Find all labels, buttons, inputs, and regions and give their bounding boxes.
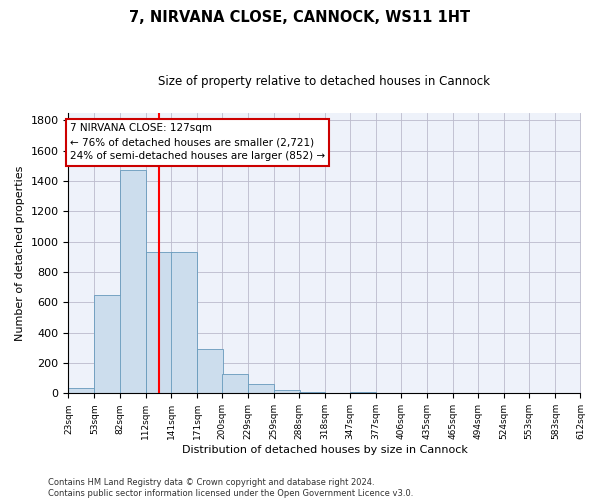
Text: 7 NIRVANA CLOSE: 127sqm
← 76% of detached houses are smaller (2,721)
24% of semi: 7 NIRVANA CLOSE: 127sqm ← 76% of detache… — [70, 124, 325, 162]
Bar — [68, 388, 94, 394]
Bar — [248, 384, 274, 394]
Bar — [171, 252, 197, 394]
Bar — [350, 392, 376, 394]
Bar — [94, 295, 121, 394]
Y-axis label: Number of detached properties: Number of detached properties — [15, 166, 25, 341]
Bar — [119, 170, 146, 394]
Bar — [299, 392, 325, 394]
Title: Size of property relative to detached houses in Cannock: Size of property relative to detached ho… — [158, 75, 490, 88]
X-axis label: Distribution of detached houses by size in Cannock: Distribution of detached houses by size … — [182, 445, 467, 455]
Text: Contains HM Land Registry data © Crown copyright and database right 2024.
Contai: Contains HM Land Registry data © Crown c… — [48, 478, 413, 498]
Bar — [197, 350, 223, 394]
Bar — [222, 374, 248, 394]
Bar — [146, 252, 172, 394]
Text: 7, NIRVANA CLOSE, CANNOCK, WS11 1HT: 7, NIRVANA CLOSE, CANNOCK, WS11 1HT — [130, 10, 470, 25]
Bar — [274, 390, 299, 394]
